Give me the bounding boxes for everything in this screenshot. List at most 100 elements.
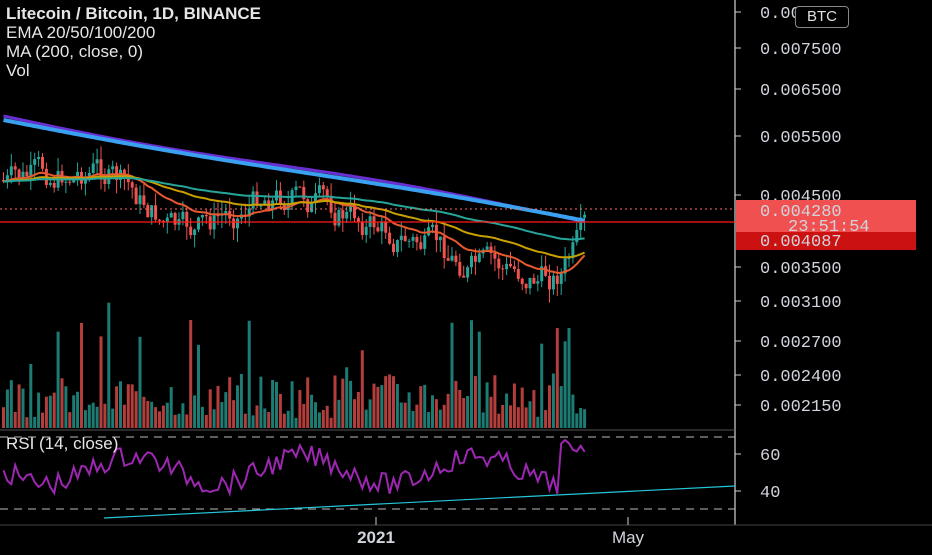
volume-bar: [540, 343, 544, 428]
candle: [470, 255, 473, 268]
candle: [216, 215, 220, 217]
candle: [115, 166, 119, 181]
volume-bar: [388, 374, 392, 428]
candle: [345, 211, 349, 219]
volume-bar: [5, 389, 9, 428]
candle: [477, 253, 481, 262]
volume-bar: [208, 389, 212, 428]
time-label: May: [612, 528, 645, 547]
volume-bar: [138, 336, 142, 428]
symbol-title[interactable]: Litecoin / Bitcoin, 1D, BINANCE: [6, 4, 262, 23]
volume-bar: [267, 411, 271, 428]
volume-bar: [271, 379, 275, 428]
ema50-line: [3, 175, 585, 259]
volume-bar: [72, 395, 76, 428]
volume-bar: [524, 407, 528, 428]
candle: [33, 159, 37, 165]
price-tick-label: 0.007500: [760, 41, 842, 60]
ema200-line: [3, 118, 586, 223]
rsi-legend[interactable]: RSI (14, close): [6, 434, 119, 453]
volume-bar: [286, 410, 290, 428]
candle: [575, 229, 579, 243]
candle: [204, 214, 208, 217]
candle: [395, 240, 399, 253]
volume-bar: [275, 381, 278, 428]
volume-bar: [505, 393, 509, 428]
candle: [169, 212, 173, 218]
volume-bar: [25, 417, 29, 428]
candle: [52, 182, 56, 188]
volume-bar: [403, 402, 407, 428]
volume-bar: [247, 320, 251, 428]
candle: [64, 181, 68, 183]
volume-bar: [236, 385, 239, 428]
candle: [466, 267, 470, 278]
volume-bar: [204, 415, 208, 428]
candle: [329, 196, 333, 213]
candle: [306, 199, 310, 213]
volume-bar: [263, 408, 267, 428]
candle: [399, 235, 403, 241]
candle: [438, 236, 442, 241]
candle: [563, 258, 567, 274]
candle: [325, 189, 329, 197]
currency-badge[interactable]: BTC: [795, 6, 849, 28]
chart-legend: Litecoin / Bitcoin, 1D, BINANCE EMA 20/5…: [6, 4, 261, 80]
volume-bar: [520, 387, 524, 428]
candle: [9, 166, 13, 176]
volume-bar: [356, 391, 360, 428]
volume-bar: [411, 410, 415, 428]
volume-bar: [477, 331, 481, 428]
candle: [17, 169, 21, 179]
candle: [356, 218, 360, 222]
candle: [384, 221, 388, 233]
volume-bar: [548, 385, 551, 428]
volume-bar: [438, 409, 442, 428]
volume-bar: [122, 404, 126, 428]
volume-bar: [306, 377, 310, 428]
volume-bar: [317, 412, 321, 428]
candle: [83, 178, 87, 184]
volume-bar: [294, 417, 298, 428]
ema-legend[interactable]: EMA 20/50/100/200: [6, 23, 156, 42]
volume-bar: [427, 411, 431, 428]
volume-bar: [454, 380, 458, 428]
volume-bar: [255, 405, 259, 428]
volume-bar: [165, 402, 169, 428]
rsi-line: [2, 438, 586, 498]
volume-bar: [551, 373, 555, 428]
volume-bar: [380, 385, 384, 428]
candle: [298, 186, 302, 188]
candle: [21, 171, 25, 179]
volume-bar: [13, 411, 17, 428]
price-tick-label: 0.005500: [760, 129, 842, 148]
candle: [353, 204, 356, 219]
volume-legend[interactable]: Vol: [6, 61, 30, 80]
candle: [310, 201, 314, 213]
volume-bar: [228, 377, 232, 428]
volume-bar: [583, 409, 587, 428]
volume-bar: [76, 391, 80, 428]
candle: [181, 211, 185, 220]
ma-legend[interactable]: MA (200, close, 0): [6, 42, 144, 61]
price-tick-label: 0.006500: [760, 82, 842, 101]
volume-bar: [126, 384, 130, 428]
candle: [76, 171, 80, 177]
volume-bar: [341, 378, 345, 428]
volume-bar: [169, 387, 173, 428]
volume-bar: [103, 403, 107, 428]
candle: [103, 177, 107, 185]
candle: [540, 266, 544, 282]
volume-bar: [173, 414, 177, 428]
candle: [321, 185, 325, 190]
candle: [302, 186, 306, 200]
candle: [349, 204, 353, 212]
volume-bar: [181, 403, 185, 428]
price-tick-label: 0.002700: [760, 334, 842, 353]
volume-bar: [251, 415, 255, 428]
candle: [559, 273, 563, 284]
volume-bar: [193, 395, 197, 428]
volume-bar: [384, 376, 388, 428]
